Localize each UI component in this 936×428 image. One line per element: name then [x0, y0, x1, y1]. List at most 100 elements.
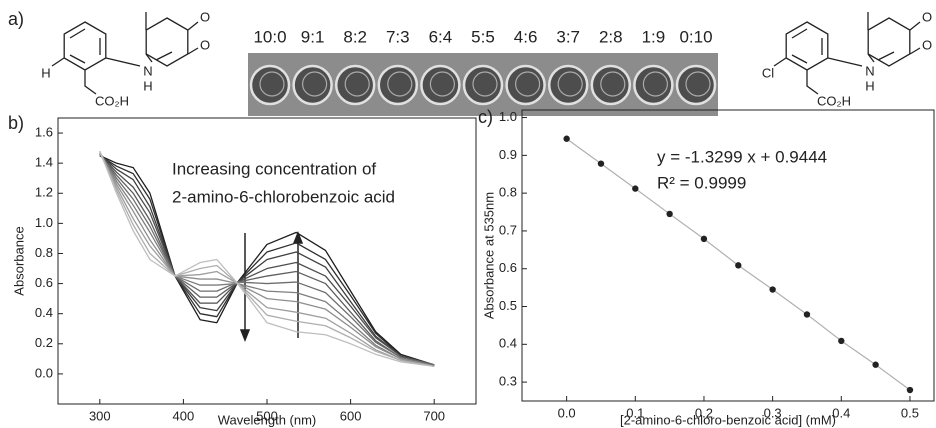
ring-inner — [791, 28, 823, 64]
y-tick-label: 1.2 — [35, 185, 53, 200]
atom-label: O — [200, 9, 210, 24]
x-tick-label: 300 — [89, 408, 111, 423]
well — [420, 64, 461, 106]
x-tick-label: 500 — [256, 408, 278, 423]
y-tick-label: 0.0 — [35, 365, 53, 380]
well — [249, 64, 291, 106]
x-tick-label: 0.3 — [764, 405, 782, 420]
well — [675, 64, 717, 106]
ring-inner — [69, 28, 101, 64]
atom-label: H — [865, 78, 874, 93]
ratio-label: 10:0 — [253, 27, 286, 46]
y-tick-label: 0.5 — [499, 298, 517, 313]
ratio-label: 2:8 — [599, 27, 623, 46]
y-tick-label: 0.8 — [35, 245, 53, 260]
y-tick-label: 1.0 — [35, 215, 53, 230]
well — [377, 64, 419, 106]
y-tick-label: 0.7 — [499, 222, 517, 237]
well-inner — [302, 71, 328, 97]
x-tick-label: 0.2 — [695, 405, 713, 420]
annotation: Increasing concentration of — [172, 159, 376, 178]
y-tick-label: 1.0 — [499, 109, 517, 124]
x-tick-label: 0.4 — [832, 405, 850, 420]
molecule: Cl NH CO₂H OO — [762, 9, 932, 108]
arrows — [239, 230, 304, 343]
data-point — [632, 185, 639, 192]
well — [633, 64, 674, 106]
x-tick-label: 0.0 — [558, 405, 576, 420]
x-tick-label: 700 — [423, 408, 445, 423]
y-tick-label: 0.8 — [499, 185, 517, 200]
annotation: 2-amino-6-chlorobenzoic acid — [172, 187, 395, 206]
atom-label: Cl — [762, 65, 774, 80]
well-inner — [387, 71, 413, 97]
atom-label: N — [865, 63, 874, 78]
atom-label: N — [143, 63, 152, 78]
y-tick-label: 0.2 — [35, 335, 53, 350]
y-tick-label: 0.6 — [499, 260, 517, 275]
x-tick-label: 600 — [340, 408, 362, 423]
panel-label: b) — [8, 113, 24, 133]
y-tick-label: 0.4 — [35, 305, 53, 320]
well-inner — [472, 71, 498, 97]
ratio-label: 5:5 — [471, 27, 495, 46]
y-axis-title: Absorbance at 535nm — [481, 192, 496, 319]
panel-label: a) — [8, 9, 24, 29]
atom-label: CO₂H — [817, 93, 851, 108]
well — [292, 64, 333, 106]
bonds — [773, 12, 921, 95]
data-point — [666, 210, 673, 218]
data-point — [803, 311, 811, 318]
y-tick-label: 0.6 — [35, 275, 53, 290]
well-inner — [429, 71, 455, 97]
data-point — [872, 361, 879, 368]
ratio-label: 3:7 — [556, 27, 580, 46]
spectrum-line — [99, 152, 435, 366]
atom-label: CO₂H — [95, 93, 129, 108]
well — [334, 64, 376, 106]
ratio-label: 0:10 — [679, 27, 712, 46]
x-axis-title: [2-amino-6-chloro-benzoic acid] (mM) — [620, 412, 836, 427]
well — [462, 64, 504, 106]
atom-label: H — [41, 65, 50, 80]
x-tick-label: 400 — [173, 408, 195, 423]
well-inner — [642, 71, 669, 97]
x-tick-label: 0.5 — [901, 405, 919, 420]
atom-label: H — [143, 78, 152, 93]
ratio-label: 8:2 — [343, 27, 367, 46]
y-axis-title: Absorbance — [11, 226, 26, 295]
well-inner — [600, 71, 626, 97]
arrow-head — [239, 329, 251, 343]
data-point — [700, 235, 708, 243]
data-point — [563, 135, 570, 142]
ratio-label: 9:1 — [301, 27, 325, 46]
plot-frame — [521, 109, 935, 402]
data-point — [838, 337, 845, 345]
well-inner — [685, 71, 711, 97]
well — [505, 64, 546, 106]
x-axis-title: Wavelength (nm) — [218, 412, 317, 427]
atom-label: O — [200, 37, 210, 52]
well — [590, 64, 632, 106]
well-inner — [514, 71, 541, 97]
y-tick-label: 0.4 — [499, 336, 517, 351]
data-point — [906, 386, 914, 394]
bonds — [51, 12, 199, 95]
ring — [145, 17, 189, 67]
ring — [867, 17, 911, 67]
data-point — [735, 262, 742, 269]
ratio-label: 7:3 — [386, 27, 410, 46]
spectrum-line — [99, 150, 435, 368]
y-tick-label: 1.6 — [35, 124, 53, 139]
y-tick-label: 0.9 — [499, 147, 517, 162]
arrow-head — [292, 230, 304, 244]
well-inner — [259, 71, 285, 97]
x-tick-label: 0.1 — [626, 405, 644, 420]
ratio-label: 1:9 — [642, 27, 666, 46]
atom-label: O — [922, 9, 932, 24]
annotation: y = -1.3299 x + 0.9444 — [657, 147, 827, 166]
atom-label: O — [922, 37, 932, 52]
